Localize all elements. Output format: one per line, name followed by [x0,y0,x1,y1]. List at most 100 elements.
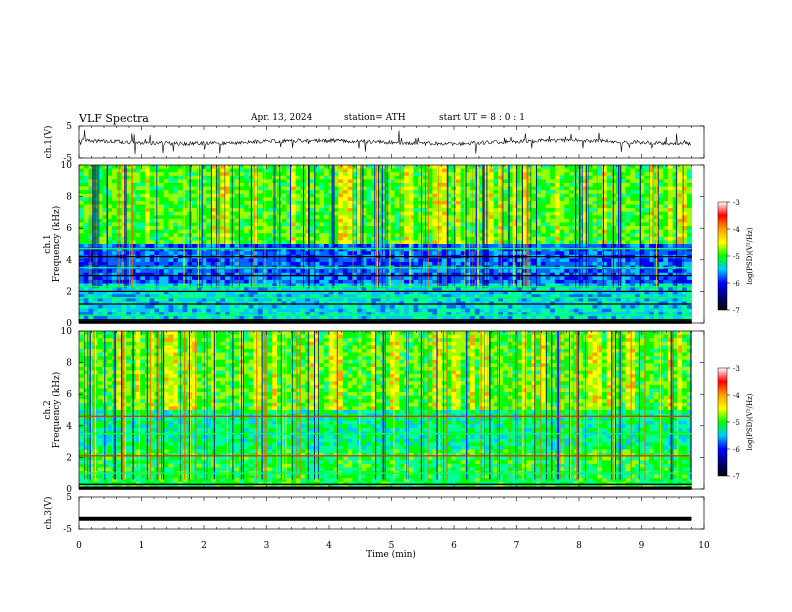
spectrogram-cell [97,279,103,284]
spectrogram-cell [201,258,207,263]
spectrogram-cell [451,190,457,195]
spectrogram-cell [531,312,537,317]
spectrogram-cell [107,236,113,241]
spectrogram-cell [253,251,259,256]
spectrogram-cell [517,172,523,177]
spectrogram-cell [286,305,292,310]
spectrogram-cell [437,218,443,223]
spectrogram-cell [404,258,410,263]
spectrogram-cell [168,233,174,238]
spectrogram-cell [446,186,452,191]
spectrogram-cell [154,308,160,313]
spectrogram-cell [300,236,306,241]
spectrogram-cell [446,172,452,177]
spectrogram-cell [281,204,287,209]
spectrogram-cell [587,208,593,213]
spectrogram-cell [258,269,264,274]
spectrogram-cell [385,290,391,295]
spectrogram-cell [545,179,551,184]
spectrogram-cell [347,226,353,231]
spectrogram-cell [295,244,301,248]
spectrogram-cell [455,244,462,248]
spectrogram-cell [394,186,400,191]
spectrogram-cell [107,233,113,238]
spectrogram-cell [545,261,551,266]
spectrogram-cell [352,258,358,263]
spectrogram-cell [168,226,174,231]
spectrogram-cell [413,244,419,248]
spectrogram-cell [97,244,103,248]
spectrogram-cell [597,197,603,202]
spectrogram-cell [342,204,348,209]
spectrogram-cell [597,211,603,216]
spectrogram-cell [220,218,226,223]
spectrogram-cell [394,222,400,227]
spectrogram-cell [465,251,471,256]
spectrogram-cell [83,290,89,295]
spectrogram-cell [545,200,551,205]
spectrogram-cell [182,222,188,227]
spectrogram-cell [328,287,334,292]
spectrogram-cell [177,204,184,209]
spectrogram-cell [102,279,108,284]
spectrogram-cell [309,247,315,252]
spectrogram-cell [88,233,94,238]
spectrogram-cell [295,193,301,198]
spectrogram-cell [399,269,405,274]
spectrogram-cell [446,312,452,317]
spectrogram-cell [201,204,207,209]
spectrogram-cell [427,197,433,202]
spectrogram-cell [83,179,89,184]
spectrogram-cell [140,165,146,169]
spectrogram-cell [347,204,353,209]
spectrogram-cell [389,204,396,209]
spectrogram-cell [569,258,575,263]
spectrogram-cell [135,186,141,191]
spectrogram-cell [107,229,113,234]
spectrogram-cell [592,279,598,284]
spectrogram-cell [583,261,589,266]
spectrogram-cell [201,229,207,234]
spectrogram-cell [220,208,226,213]
spectrogram-cell [394,269,400,274]
spectrogram-cell [408,276,414,281]
spectrogram-cell [587,269,593,274]
spectrogram-cell [192,204,198,209]
spectrogram-cell [163,197,169,202]
spectrogram-cell [531,283,537,288]
spectrogram-cell [521,182,527,187]
spectrogram-cell [215,290,221,295]
spectrogram-cell [418,233,424,238]
spectrogram-cell [366,222,372,227]
spectrogram-cell [371,197,377,202]
spectrogram-cell [215,261,221,266]
spectrogram-cell [389,308,396,313]
spectrogram-cell [611,211,617,216]
spectrogram-cell [606,193,612,198]
spectrogram-cell [177,233,184,238]
spectrogram-cell [324,315,330,320]
spectrogram-cell [79,240,85,245]
spectrogram-cell [413,279,419,284]
spectrogram-cell [356,233,363,238]
spectrogram-cell [324,283,330,288]
spectrogram-cell [554,175,560,180]
spectrogram-cell [437,168,443,173]
spectrogram-cell [291,218,297,223]
spectrogram-cell [488,240,495,245]
spectrogram-cell [583,308,589,313]
spectrogram-cell [437,261,443,266]
spectrogram-cell [291,168,297,173]
spectrogram-cell [79,179,85,184]
spectrogram-cell [460,182,466,187]
spectrogram-cell [606,233,612,238]
spectrogram-cell [210,200,217,205]
spectrogram-cell [173,179,179,184]
spectrogram-cell [149,200,155,205]
spectrogram-cell [441,200,447,205]
spectrogram-cell [540,222,546,227]
spectrogram-cell [375,294,381,299]
spectrogram-cell [93,305,99,310]
spectrogram-cell [210,215,217,220]
spectrogram-cell [488,269,495,274]
